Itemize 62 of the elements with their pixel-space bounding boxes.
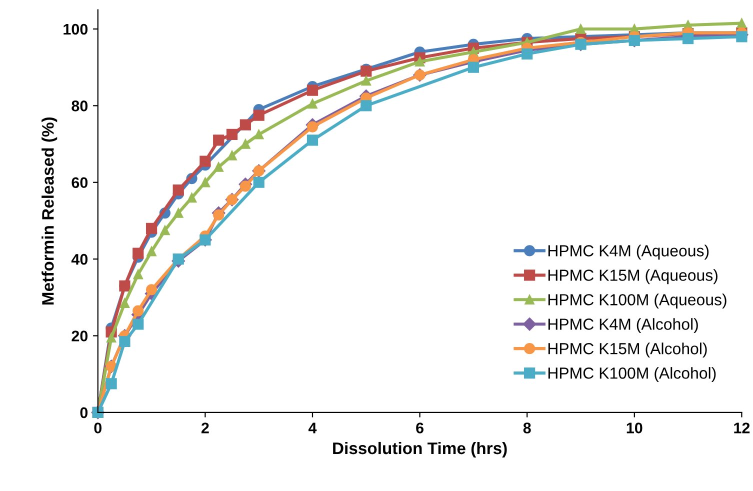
legend-label: HPMC K15M (Alcohol) — [548, 342, 707, 358]
x-tick-label: 2 — [201, 422, 209, 434]
point — [200, 178, 210, 188]
point — [306, 84, 318, 96]
point — [146, 284, 158, 296]
point — [132, 305, 144, 316]
point — [306, 121, 318, 132]
x-tick-label: 4 — [308, 422, 317, 434]
point — [214, 162, 224, 172]
point — [133, 270, 143, 280]
legend-label: HPMC K4M (Alcohol) — [548, 318, 698, 334]
point — [240, 139, 250, 149]
point — [120, 298, 130, 308]
point — [576, 24, 586, 34]
y-axis-title: Metformin Released (%) — [42, 117, 58, 304]
point — [174, 208, 184, 218]
point — [146, 246, 156, 256]
y-tick-label: 80 — [72, 100, 88, 112]
point — [682, 33, 694, 44]
x-tick-label: 6 — [416, 422, 424, 434]
point — [253, 176, 264, 188]
x-tick-label: 8 — [523, 422, 531, 434]
y-tick-label: 20 — [72, 330, 88, 342]
x-tick-label: 10 — [626, 422, 642, 434]
x-axis-title: Dissolution Time (hrs) — [333, 442, 507, 458]
point — [146, 222, 158, 234]
y-tick-label: 60 — [72, 177, 88, 188]
point — [736, 18, 747, 28]
y-tick-label: 100 — [64, 24, 88, 35]
point — [468, 62, 480, 73]
x-tick-label: 12 — [734, 422, 750, 434]
x-tick-label: 0 — [94, 422, 102, 434]
point — [306, 134, 318, 146]
point — [308, 98, 318, 109]
point — [119, 336, 130, 348]
point — [360, 100, 372, 112]
legend-label: HPMC K4M (Aqueous) — [548, 244, 709, 260]
point — [736, 31, 748, 42]
point — [522, 48, 533, 60]
y-tick-label: 40 — [71, 254, 88, 265]
legend-label: HPMC K15M (Aqueous) — [548, 269, 718, 284]
point — [186, 192, 197, 203]
point — [414, 56, 425, 66]
point — [361, 76, 372, 86]
y-tick-label: 0 — [80, 407, 88, 418]
legend-label: HPMC K100M (Aqueous) — [548, 294, 726, 309]
point — [253, 110, 264, 121]
point — [240, 180, 251, 192]
point — [106, 378, 117, 390]
point — [240, 119, 251, 130]
point — [172, 184, 184, 196]
point — [213, 209, 224, 221]
point — [200, 156, 211, 167]
point — [227, 150, 237, 160]
point — [213, 134, 224, 146]
point — [106, 332, 116, 343]
point — [160, 225, 170, 236]
legend-label: HPMC K100M (Alcohol) — [548, 367, 716, 382]
point — [254, 130, 264, 140]
point — [226, 128, 238, 140]
point — [132, 248, 144, 259]
point — [132, 318, 144, 330]
